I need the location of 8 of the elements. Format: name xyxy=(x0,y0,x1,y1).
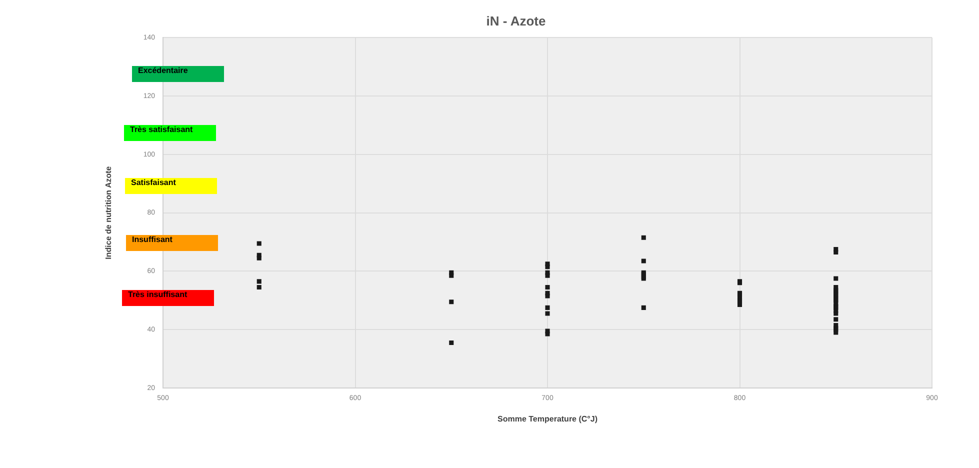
chart-title: iN - Azote xyxy=(486,13,546,28)
label-box: Excédentaire xyxy=(132,66,224,82)
x-axis-title: Somme Temperature (C°J) xyxy=(498,414,598,424)
label-box: Très insuffisant xyxy=(122,290,214,306)
y-axis-title: Indice de nutrition Azote xyxy=(104,166,114,260)
label-box: Satisfaisant xyxy=(125,178,217,194)
label-box: Insuffisant xyxy=(126,235,218,251)
label-box: Très satisfaisant xyxy=(124,125,216,141)
